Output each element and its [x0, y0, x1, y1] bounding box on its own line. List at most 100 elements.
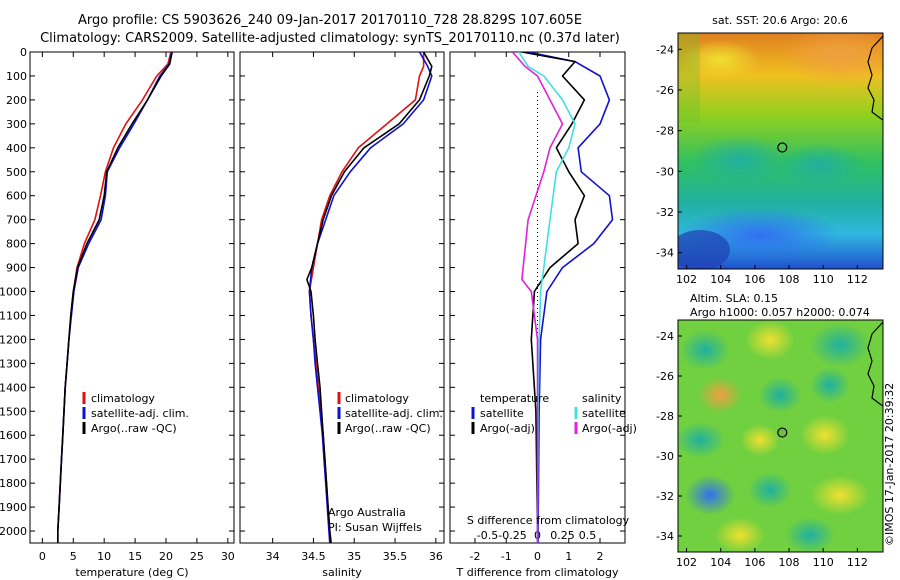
temperature-legend: climatology satellite-adj. clim. Argo(..…: [82, 392, 189, 435]
imos-credit: ©IMOS 17-Jan-2017 20:39:32: [883, 383, 896, 546]
sst-map-title: sat. SST: 20.6 Argo: 20.6: [712, 14, 848, 27]
salinity-legend: climatology satellite-adj. clim. Argo(..…: [337, 392, 443, 435]
map-x-tick-label: 110: [813, 556, 834, 569]
legend-label-sal-satellite: satellite: [582, 407, 626, 420]
map-x-tick-label: 106: [744, 273, 765, 286]
y-tick-label: 1500: [0, 405, 27, 418]
note-argo-australia: Argo Australia: [328, 506, 406, 519]
y-tick-label: 1400: [0, 381, 27, 394]
y-tick-label: 700: [6, 214, 27, 227]
legend-label-climatology: climatology: [345, 392, 409, 405]
map-y-tick-label: -24: [656, 43, 674, 56]
figure-subtitle: Climatology: CARS2009. Satellite-adjuste…: [40, 31, 620, 46]
map-y-tick-label: -30: [656, 165, 674, 178]
x-axis-label: salinity: [322, 566, 362, 579]
legend-label-temp-satellite: satellite: [480, 407, 524, 420]
x-tick-label: 34: [266, 550, 280, 563]
y-tick-label: 100: [6, 70, 27, 83]
y-tick-label: 1900: [0, 501, 27, 514]
legend-label-satellite: satellite-adj. clim.: [345, 407, 443, 420]
legend-group-temperature: temperature: [480, 392, 549, 405]
map-x-tick-label: 112: [847, 273, 868, 286]
sst-coastline: [867, 35, 884, 121]
map-x-tick-label: 110: [813, 273, 834, 286]
series-line-satellite-adj-clim: [56, 52, 173, 543]
map-y-tick-label: -26: [656, 370, 674, 383]
y-tick-label: 2000: [0, 525, 27, 538]
x-tick-label: 36: [429, 550, 443, 563]
x-tick-label: 15: [128, 550, 142, 563]
sst-map-field: [678, 33, 883, 269]
legend-label-argo: Argo(..raw -QC): [91, 422, 177, 435]
s-diff-tick-label: -0.25: [498, 529, 526, 542]
x-tick-label: -1: [501, 550, 512, 563]
x-tick-label: -2: [470, 550, 481, 563]
y-tick-label: 1000: [0, 286, 27, 299]
y-tick-label: 1700: [0, 453, 27, 466]
legend-label-temp-argo: Argo(-adj): [480, 422, 535, 435]
sst-map-frame: [677, 32, 884, 270]
series-line-satellite-adj-clim: [308, 52, 433, 543]
s-diff-tick-label: -0.5: [477, 529, 498, 542]
x-tick-label: 30: [221, 550, 235, 563]
y-tick-label: 300: [6, 118, 27, 131]
map-y-tick-label: -30: [656, 450, 674, 463]
temperature-plot-frame: [29, 51, 235, 544]
map-x-tick-label: 104: [710, 556, 731, 569]
map-y-tick-label: -32: [656, 206, 674, 219]
map-x-tick-label: 108: [779, 273, 800, 286]
x-tick-label: 34.5: [301, 550, 326, 563]
y-tick-label: 200: [6, 94, 27, 107]
series-line-argo-raw-qc: [306, 52, 433, 543]
series-line-climatology: [56, 52, 172, 543]
x-axis-label: T difference from climatology: [456, 566, 619, 579]
map-y-tick-label: -32: [656, 490, 674, 503]
x-tick-label: 10: [97, 550, 111, 563]
y-tick-label: 600: [6, 190, 27, 203]
sla-map-title: Altim. SLA: 0.15: [690, 292, 778, 305]
y-tick-label: 1100: [0, 309, 27, 322]
legend-label-climatology: climatology: [91, 392, 155, 405]
note-pi: PI: Susan Wijffels: [328, 521, 422, 534]
map-y-tick-label: -28: [656, 410, 674, 423]
map-y-tick-label: -24: [656, 330, 674, 343]
map-y-tick-label: -28: [656, 125, 674, 138]
y-tick-label: 1600: [0, 429, 27, 442]
s-diff-tick-label: 0.25: [550, 529, 575, 542]
x-tick-label: 35.5: [383, 550, 408, 563]
difference-legend: temperature salinity satellite Argo(-adj…: [471, 392, 637, 435]
series-line-argo-raw-qc: [56, 52, 173, 543]
series-line-climatology: [308, 52, 425, 543]
y-tick-label: 500: [6, 166, 27, 179]
x-tick-label: 0: [39, 550, 46, 563]
argo-location-marker: [777, 427, 788, 438]
legend-group-salinity: salinity: [582, 392, 622, 405]
map-y-tick-label: -34: [656, 530, 674, 543]
legend-label-sal-argo: Argo(-adj): [582, 422, 637, 435]
map-x-tick-label: 102: [676, 273, 697, 286]
y-tick-label: 400: [6, 142, 27, 155]
legend-label-argo: Argo(..raw -QC): [345, 422, 431, 435]
sla-map-field: [678, 320, 883, 552]
y-tick-label: 900: [6, 262, 27, 275]
y-tick-label: 1300: [0, 357, 27, 370]
x-tick-label: 5: [70, 550, 77, 563]
map-x-tick-label: 104: [710, 273, 731, 286]
s-difference-label: S difference from climatology: [467, 514, 630, 527]
x-tick-label: 35: [347, 550, 361, 563]
map-x-tick-label: 108: [779, 556, 800, 569]
map-y-tick-label: -34: [656, 247, 674, 260]
sla-map-subtitle: Argo h1000: 0.057 h2000: 0.074: [690, 306, 870, 319]
series-line-temperature-satellite: [527, 52, 614, 543]
x-tick-label: 1: [565, 550, 572, 563]
map-x-tick-label: 106: [744, 556, 765, 569]
y-tick-label: 1200: [0, 333, 27, 346]
y-tick-label: 1800: [0, 477, 27, 490]
x-tick-label: 20: [159, 550, 173, 563]
map-x-tick-label: 112: [847, 556, 868, 569]
series-line-temperature-argo-adj: [521, 52, 586, 543]
figure-title: Argo profile: CS 5903626_240 09-Jan-2017…: [78, 13, 582, 28]
y-tick-label: 800: [6, 238, 27, 251]
y-tick-label: 0: [20, 46, 27, 59]
